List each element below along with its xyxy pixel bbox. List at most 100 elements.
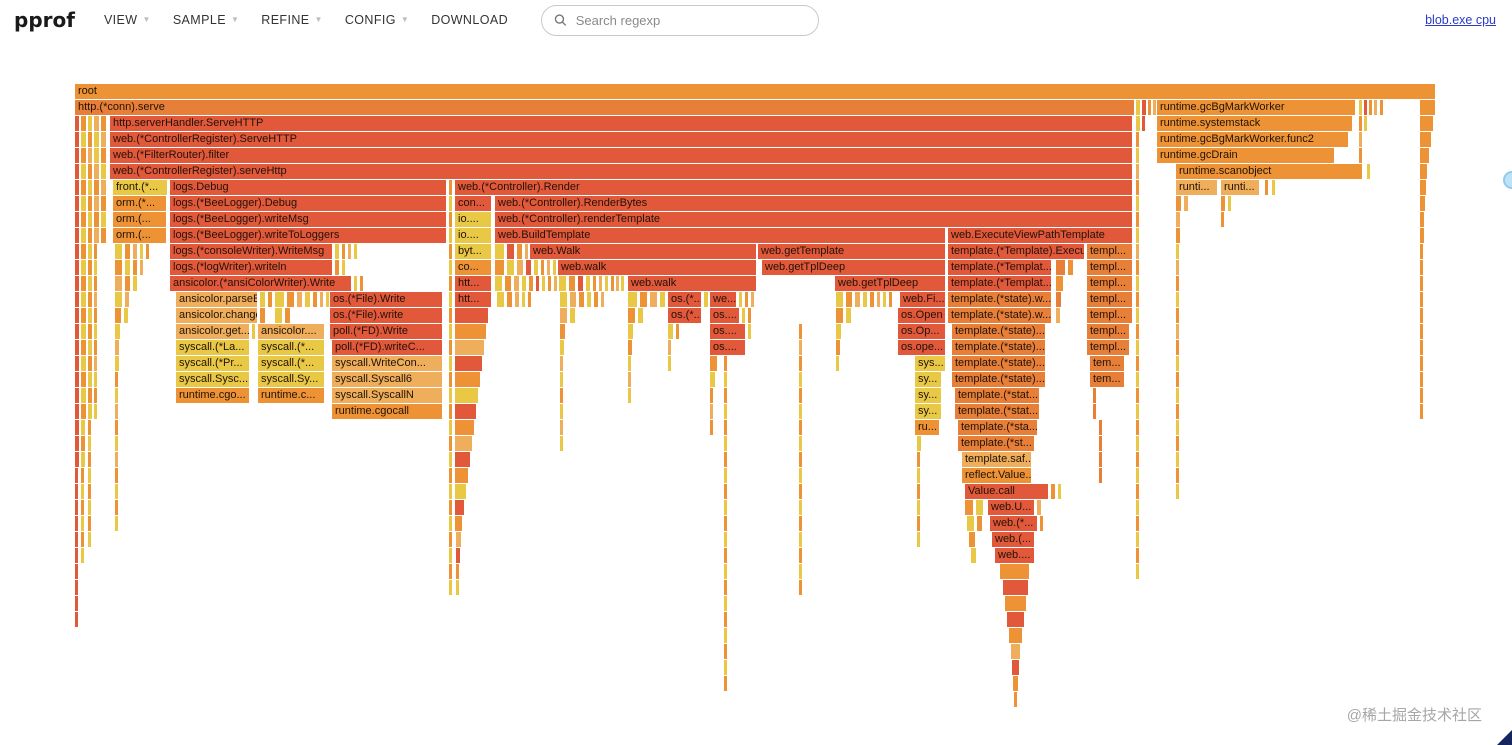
flame-cell[interactable] bbox=[275, 308, 282, 323]
flame-cell[interactable] bbox=[455, 356, 482, 371]
search-input[interactable] bbox=[573, 11, 807, 29]
flame-cell[interactable]: runtime.c... bbox=[258, 388, 324, 403]
flame-cell[interactable] bbox=[1176, 484, 1179, 499]
flame-cell[interactable] bbox=[1359, 100, 1362, 115]
flame-cell[interactable] bbox=[449, 180, 452, 195]
flame-cell[interactable] bbox=[81, 196, 86, 211]
flame-cell[interactable] bbox=[1051, 484, 1055, 499]
flame-cell[interactable]: orm.(*... bbox=[113, 196, 166, 211]
flame-cell[interactable] bbox=[917, 484, 920, 499]
flame-cell[interactable] bbox=[115, 388, 118, 403]
flame-cell[interactable] bbox=[1005, 596, 1026, 611]
flame-cell[interactable] bbox=[917, 452, 920, 467]
flame-cell[interactable] bbox=[877, 292, 880, 307]
flame-cell[interactable] bbox=[799, 484, 802, 499]
flame-cell[interactable]: web.getTplDeep bbox=[762, 260, 945, 275]
flame-cell[interactable] bbox=[449, 468, 452, 483]
flame-cell[interactable]: web.Walk bbox=[530, 244, 756, 259]
flame-cell[interactable]: os.ope... bbox=[898, 340, 945, 355]
flame-cell[interactable] bbox=[88, 420, 91, 435]
flame-cell[interactable] bbox=[88, 212, 92, 227]
flame-cell[interactable] bbox=[525, 244, 528, 259]
flame-cell[interactable] bbox=[81, 388, 86, 403]
flame-cell[interactable] bbox=[101, 164, 106, 179]
flame-cell[interactable] bbox=[799, 516, 802, 531]
flame-cell[interactable]: orm.(... bbox=[113, 212, 166, 227]
flame-cell[interactable] bbox=[748, 308, 751, 323]
flame-cell[interactable] bbox=[1136, 244, 1139, 259]
flame-cell[interactable] bbox=[638, 308, 643, 323]
flame-cell[interactable] bbox=[75, 532, 78, 547]
flame-cell[interactable] bbox=[115, 276, 122, 291]
flame-cell[interactable] bbox=[88, 116, 92, 131]
flame-cell[interactable] bbox=[1364, 100, 1367, 115]
flame-cell[interactable] bbox=[724, 356, 727, 371]
flame-cell[interactable] bbox=[870, 292, 874, 307]
flame-cell[interactable] bbox=[455, 308, 488, 323]
flame-cell[interactable] bbox=[1221, 212, 1224, 227]
flame-cell[interactable]: os.... bbox=[710, 324, 745, 339]
flame-cell[interactable] bbox=[1420, 148, 1429, 163]
flame-cell[interactable] bbox=[965, 500, 973, 515]
flame-cell[interactable] bbox=[455, 484, 466, 499]
flame-cell[interactable] bbox=[1176, 244, 1179, 259]
flame-cell[interactable] bbox=[1153, 100, 1156, 115]
flame-cell[interactable]: web.(*FilterRouter).filter bbox=[110, 148, 1132, 163]
flame-cell[interactable] bbox=[799, 580, 802, 595]
flame-cell[interactable] bbox=[81, 148, 86, 163]
flame-cell[interactable] bbox=[115, 244, 122, 259]
flame-cell[interactable] bbox=[1136, 132, 1139, 147]
flame-cell[interactable]: web.(*ControllerRegister).serveHttp bbox=[110, 164, 1132, 179]
flame-cell[interactable] bbox=[724, 596, 727, 611]
flame-cell[interactable] bbox=[560, 340, 564, 355]
flame-cell[interactable] bbox=[710, 356, 717, 371]
flame-cell[interactable] bbox=[917, 532, 920, 547]
flame-cell[interactable] bbox=[81, 516, 84, 531]
flame-cell[interactable] bbox=[1058, 484, 1061, 499]
flame-cell[interactable] bbox=[1011, 644, 1020, 659]
flame-cell[interactable] bbox=[799, 388, 802, 403]
flame-cell[interactable] bbox=[1420, 260, 1423, 275]
flame-cell[interactable] bbox=[125, 276, 130, 291]
flame-cell[interactable]: we... bbox=[710, 292, 736, 307]
flame-cell[interactable]: template.(*state)... bbox=[952, 372, 1045, 387]
flame-cell[interactable] bbox=[1176, 308, 1179, 323]
flame-cell[interactable] bbox=[1176, 324, 1179, 339]
flame-cell[interactable] bbox=[1012, 660, 1019, 675]
flame-cell[interactable] bbox=[1176, 372, 1179, 387]
flame-cell[interactable] bbox=[81, 436, 85, 451]
flame-cell[interactable] bbox=[75, 196, 79, 211]
flame-cell[interactable] bbox=[88, 180, 92, 195]
flame-cell[interactable] bbox=[449, 356, 452, 371]
flame-cell[interactable] bbox=[616, 276, 619, 291]
flame-cell[interactable] bbox=[724, 628, 727, 643]
flame-cell[interactable] bbox=[569, 276, 575, 291]
flame-cell[interactable] bbox=[449, 564, 452, 579]
flame-cell[interactable] bbox=[971, 548, 976, 563]
flame-cell[interactable] bbox=[704, 292, 708, 307]
flame-cell[interactable] bbox=[1420, 356, 1423, 371]
flame-cell[interactable] bbox=[1176, 228, 1180, 243]
flame-cell[interactable] bbox=[81, 468, 84, 483]
flame-cell[interactable] bbox=[455, 420, 474, 435]
flame-cell[interactable]: Value.call bbox=[965, 484, 1048, 499]
flame-cell[interactable] bbox=[81, 372, 86, 387]
flame-cell[interactable] bbox=[285, 308, 290, 323]
flame-cell[interactable]: web.(*Controller).RenderBytes bbox=[495, 196, 1132, 211]
flame-cell[interactable] bbox=[1380, 100, 1383, 115]
flame-cell[interactable] bbox=[745, 292, 748, 307]
flame-cell[interactable]: orm.(... bbox=[113, 228, 166, 243]
flame-cell[interactable] bbox=[517, 244, 522, 259]
flame-cell[interactable] bbox=[75, 580, 78, 595]
flame-cell[interactable] bbox=[601, 292, 604, 307]
flame-cell[interactable]: logs.(*BeeLogger).Debug bbox=[170, 196, 446, 211]
flame-cell[interactable] bbox=[1136, 196, 1139, 211]
flame-cell[interactable] bbox=[724, 468, 727, 483]
flame-cell[interactable] bbox=[75, 276, 79, 291]
flame-cell[interactable]: runtime.cgo... bbox=[176, 388, 249, 403]
flame-cell[interactable] bbox=[75, 452, 79, 467]
flame-cell[interactable]: templ... bbox=[1087, 260, 1132, 275]
flame-cell[interactable]: template.(*Templat... bbox=[948, 276, 1051, 291]
flame-cell[interactable] bbox=[455, 324, 486, 339]
flame-cell[interactable] bbox=[1420, 228, 1424, 243]
